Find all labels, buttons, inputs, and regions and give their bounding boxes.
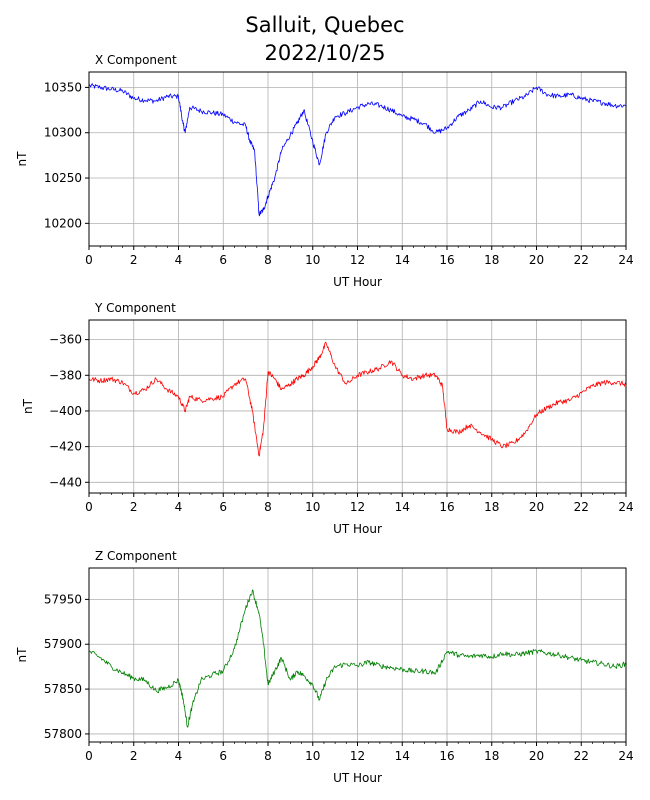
y-axis-label-y: nT	[21, 398, 35, 414]
x-tick-label-z-24: 24	[618, 749, 633, 763]
x-tick-label-y-4: 4	[175, 500, 183, 514]
x-tick-label-y-18: 18	[484, 500, 499, 514]
y-axis-label-z: nT	[15, 647, 29, 663]
y-tick-label-y--360: −360	[49, 333, 82, 347]
x-tick-label-z-14: 14	[395, 749, 410, 763]
x-tick-label-y-10: 10	[305, 500, 320, 514]
x-tick-label-z-8: 8	[264, 749, 272, 763]
x-tick-label-x-0: 0	[85, 253, 93, 267]
x-tick-label-x-20: 20	[529, 253, 544, 267]
x-axis-label-y: UT Hour	[333, 522, 382, 536]
y-tick-label-z-57950: 57950	[44, 592, 82, 606]
x-tick-label-z-4: 4	[175, 749, 183, 763]
y-tick-label-y--400: −400	[49, 404, 82, 418]
x-tick-label-y-22: 22	[574, 500, 589, 514]
x-tick-label-x-2: 2	[130, 253, 138, 267]
x-tick-label-y-12: 12	[350, 500, 365, 514]
x-tick-label-y-8: 8	[264, 500, 272, 514]
x-axis-label-x: UT Hour	[333, 275, 382, 289]
x-tick-label-z-0: 0	[85, 749, 93, 763]
x-tick-label-x-24: 24	[618, 253, 633, 267]
chart-x-component: 0 2 4 6 8 10 12 14 16 18 20 22 241020010250103001035…	[15, 53, 634, 289]
x-tick-label-y-14: 14	[395, 500, 410, 514]
x-tick-label-x-4: 4	[175, 253, 183, 267]
figure-title-line1: Salluit, Quebec	[245, 13, 405, 37]
y-tick-label-z-57900: 57900	[44, 637, 82, 651]
panel-title-z: Z Component	[95, 549, 177, 563]
y-tick-label-x-10250: 10250	[44, 171, 82, 185]
series-line-y	[88, 341, 627, 457]
x-tick-label-y-0: 0	[85, 500, 93, 514]
series-line-x	[88, 83, 627, 217]
y-tick-label-y--380: −380	[49, 368, 82, 382]
y-tick-label-y--440: −440	[49, 475, 82, 489]
x-tick-label-z-16: 16	[439, 749, 454, 763]
figure-title-line2: 2022/10/25	[264, 41, 386, 65]
panel-title-y: Y Component	[94, 301, 176, 315]
x-tick-label-z-6: 6	[219, 749, 227, 763]
y-tick-label-x-10300: 10300	[44, 126, 82, 140]
chart-z-component: 0 2 4 6 8 10 12 14 16 18 20 22 245780057850579005795…	[15, 549, 634, 785]
y-tick-label-x-10200: 10200	[44, 216, 82, 230]
x-tick-label-z-18: 18	[484, 749, 499, 763]
x-tick-label-x-16: 16	[439, 253, 454, 267]
series-line-z	[88, 589, 627, 728]
y-tick-label-z-57800: 57800	[44, 727, 82, 741]
x-tick-label-x-22: 22	[574, 253, 589, 267]
x-tick-label-z-22: 22	[574, 749, 589, 763]
x-tick-label-z-12: 12	[350, 749, 365, 763]
x-tick-label-y-2: 2	[130, 500, 138, 514]
x-tick-label-x-8: 8	[264, 253, 272, 267]
x-tick-label-y-6: 6	[219, 500, 227, 514]
x-axis-label-z: UT Hour	[333, 771, 382, 785]
y-axis-label-x: nT	[15, 151, 29, 167]
x-tick-label-x-14: 14	[395, 253, 410, 267]
y-tick-label-z-57850: 57850	[44, 682, 82, 696]
x-tick-label-x-6: 6	[219, 253, 227, 267]
x-tick-label-y-20: 20	[529, 500, 544, 514]
x-tick-label-y-16: 16	[439, 500, 454, 514]
panel-title-x: X Component	[95, 53, 177, 67]
x-tick-label-x-18: 18	[484, 253, 499, 267]
x-tick-label-x-10: 10	[305, 253, 320, 267]
x-tick-label-y-24: 24	[618, 500, 633, 514]
x-tick-label-z-10: 10	[305, 749, 320, 763]
y-tick-label-y--420: −420	[49, 440, 82, 454]
x-tick-label-x-12: 12	[350, 253, 365, 267]
y-tick-label-x-10350: 10350	[44, 80, 82, 94]
chart-y-component: 0 2 4 6 8 10 12 14 16 18 20 22 24−440−420−400−380−36…	[21, 301, 634, 536]
x-tick-label-z-20: 20	[529, 749, 544, 763]
x-tick-label-z-2: 2	[130, 749, 138, 763]
